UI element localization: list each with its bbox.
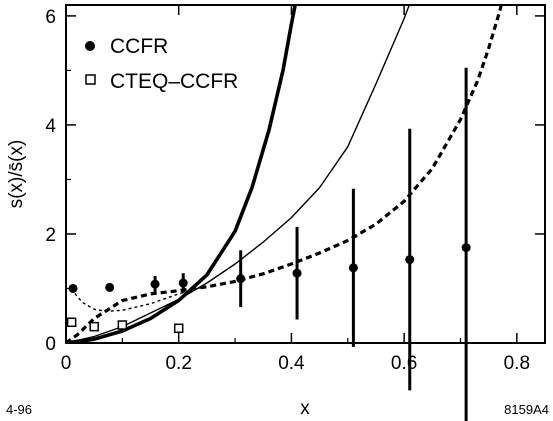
- curve-thick-solid: [66, 5, 298, 343]
- legend-label-ccfr: CCFR: [110, 35, 168, 58]
- x-tick-label: 0.2: [165, 353, 191, 374]
- ccfr-point: [105, 282, 115, 292]
- ccfr-point: [348, 263, 358, 273]
- ccfr-point: [68, 283, 78, 293]
- y-tick-label: 0: [45, 334, 56, 355]
- legend-marker-ccfr: [85, 41, 95, 51]
- axis-ticks: [65, 5, 545, 344]
- tick-labels: 0 0.2 0.4 0.6 0.8 0 2 4 6: [45, 7, 530, 374]
- ccfr-point: [461, 243, 471, 253]
- legend-marker-cteq-ccfr: [85, 74, 96, 85]
- x-tick-label: 0.8: [504, 353, 530, 374]
- ccfr-point: [405, 255, 415, 265]
- plot-frame: [65, 4, 546, 344]
- error-bars: [153, 67, 468, 421]
- figure-code-right: 8159A4: [504, 402, 549, 417]
- cteq-ccfr-point: [173, 323, 184, 334]
- legend: CCFR CTEQ–CCFR: [85, 35, 238, 93]
- y-axis-label: s(x)/s̄(x): [6, 140, 27, 209]
- cteq-ccfr-point: [117, 320, 128, 330]
- cteq-ccfr-point: [66, 317, 77, 328]
- legend-label-cteq-ccfr: CTEQ–CCFR: [110, 70, 238, 93]
- y-tick-label: 4: [45, 116, 56, 137]
- ccfr-point: [292, 268, 302, 278]
- x-tick-label: 0.4: [278, 353, 305, 374]
- figure-code-left: 4-96: [6, 402, 32, 417]
- x-axis-label: x: [300, 398, 310, 419]
- cteq-ccfr-point: [89, 321, 99, 332]
- ccfr-point: [236, 274, 246, 284]
- x-tick-label: 0: [61, 353, 72, 374]
- curve-thick-dotted: [66, 5, 503, 343]
- y-tick-label: 2: [45, 225, 56, 246]
- curve-thin-dotted: [71, 285, 208, 313]
- ccfr-point: [150, 279, 160, 289]
- ccfr-point: [178, 278, 188, 288]
- data-points: [66, 243, 471, 334]
- x-tick-label: 0.6: [391, 353, 417, 374]
- y-tick-label: 6: [45, 7, 56, 28]
